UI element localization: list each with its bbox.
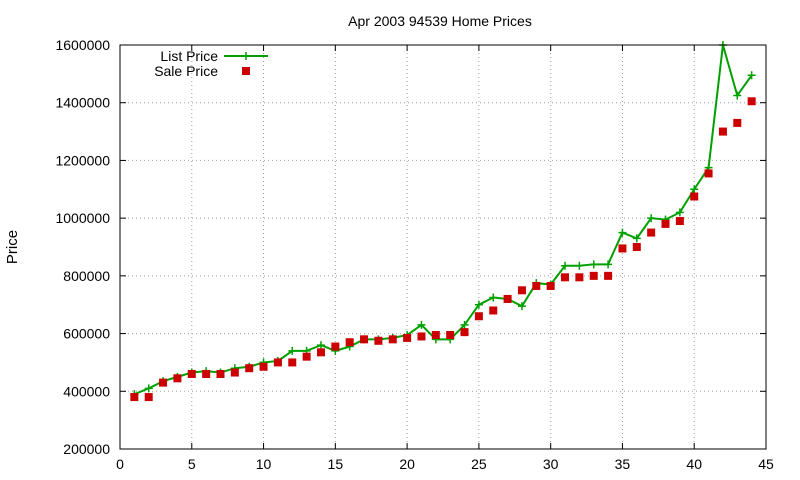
x-tick-label: 30 xyxy=(543,456,559,472)
data-point xyxy=(690,185,699,194)
data-point xyxy=(675,208,684,217)
data-point xyxy=(446,331,455,340)
data-point xyxy=(187,369,196,378)
data-point xyxy=(675,217,684,226)
data-point xyxy=(273,358,282,367)
series-sale-price xyxy=(130,97,756,402)
y-axis-label: Price xyxy=(4,230,21,264)
x-tick-label: 15 xyxy=(328,456,344,472)
data-point xyxy=(360,335,369,344)
data-point xyxy=(690,192,699,201)
data-point xyxy=(288,358,297,367)
data-point xyxy=(259,362,268,371)
data-point xyxy=(704,169,713,178)
data-point xyxy=(130,393,139,402)
data-point xyxy=(460,320,469,329)
data-point xyxy=(316,341,325,350)
data-point xyxy=(489,293,498,302)
data-point xyxy=(618,244,627,253)
data-point xyxy=(632,234,641,243)
x-tick-label: 5 xyxy=(188,456,196,472)
data-point xyxy=(747,97,756,106)
data-point xyxy=(618,228,627,237)
series-layer xyxy=(130,41,756,402)
data-point xyxy=(331,342,340,351)
data-point xyxy=(474,300,483,309)
data-point xyxy=(561,261,570,270)
y-tick-label: 800000 xyxy=(63,268,110,284)
data-point xyxy=(517,286,526,295)
y-tick-label: 400000 xyxy=(63,383,110,399)
x-tick-label: 0 xyxy=(116,456,124,472)
x-tick-label: 45 xyxy=(758,456,774,472)
data-point xyxy=(403,333,412,342)
y-tick-label: 200000 xyxy=(63,441,110,457)
data-point xyxy=(216,369,225,378)
data-point xyxy=(417,320,426,329)
data-point xyxy=(589,260,598,269)
data-point xyxy=(661,219,670,228)
x-tick-label: 10 xyxy=(256,456,272,472)
data-point xyxy=(173,374,182,383)
x-tick-label: 20 xyxy=(399,456,415,472)
axis-ticks: 0 5 10 15 20 25 30 35 40 45 200000 400000 600000 8000… xyxy=(55,37,774,472)
data-point xyxy=(546,281,555,290)
legend-label: Sale Price xyxy=(154,63,218,79)
data-point xyxy=(245,364,254,373)
data-point xyxy=(316,348,325,357)
data-point xyxy=(230,368,239,377)
data-point xyxy=(202,369,211,378)
data-point xyxy=(604,271,613,280)
data-point xyxy=(733,91,742,100)
data-point xyxy=(517,302,526,311)
data-point xyxy=(718,127,727,136)
data-point xyxy=(503,294,512,303)
data-point xyxy=(647,228,656,237)
legend-swatch-marker xyxy=(242,67,250,75)
series-line xyxy=(133,44,753,396)
legend-label: List Price xyxy=(160,48,218,64)
data-point xyxy=(288,346,297,355)
data-point xyxy=(474,312,483,321)
data-point xyxy=(647,214,656,223)
data-point xyxy=(589,271,598,280)
data-point xyxy=(575,261,584,270)
data-point xyxy=(144,393,153,402)
y-tick-label: 1400000 xyxy=(55,95,110,111)
series-list-price xyxy=(130,41,756,399)
data-point xyxy=(733,118,742,127)
data-point xyxy=(345,338,354,347)
y-tick-label: 600000 xyxy=(63,326,110,342)
plot-frame xyxy=(119,44,767,450)
y-tick-label: 1600000 xyxy=(55,37,110,53)
chart-title: Apr 2003 94539 Home Prices xyxy=(348,13,532,29)
data-point xyxy=(460,328,469,337)
y-tick-label: 1200000 xyxy=(55,152,110,168)
data-point xyxy=(159,378,168,387)
data-point xyxy=(388,335,397,344)
data-point xyxy=(417,332,426,341)
data-point xyxy=(489,306,498,315)
y-tick-label: 1000000 xyxy=(55,210,110,226)
x-tick-label: 25 xyxy=(471,456,487,472)
grid-lines xyxy=(120,45,766,449)
data-point xyxy=(302,352,311,361)
data-point xyxy=(561,273,570,282)
data-point xyxy=(604,260,613,269)
data-point xyxy=(431,331,440,340)
legend-swatch-marker xyxy=(242,52,250,60)
data-point xyxy=(575,273,584,282)
data-point xyxy=(632,243,641,251)
data-point xyxy=(374,336,383,345)
data-point xyxy=(747,71,756,80)
x-tick-label: 35 xyxy=(615,456,631,472)
x-tick-label: 40 xyxy=(686,456,702,472)
data-point xyxy=(532,281,541,290)
data-point xyxy=(144,384,153,393)
